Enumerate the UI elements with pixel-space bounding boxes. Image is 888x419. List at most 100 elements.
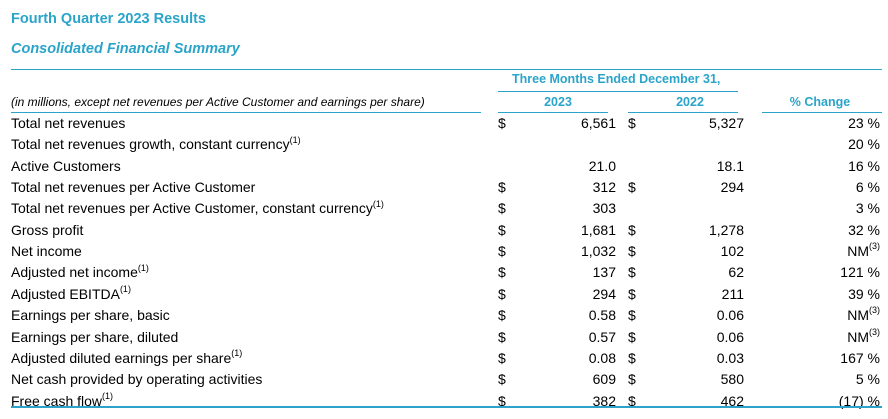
percent-change-text: 6 % <box>855 179 880 196</box>
period-header: Three Months Ended December 31, <box>512 72 721 86</box>
percent-change-text: 16 % <box>848 157 880 174</box>
units-note: (in millions, except net revenues per Ac… <box>11 95 425 109</box>
value-2022: 462 <box>720 392 744 409</box>
value-2023: 6,561 <box>580 115 616 131</box>
column-header-2023: 2023 <box>544 95 572 109</box>
table-row: Earnings per share, diluted $0.57 $0.06 NM(… <box>0 327 888 348</box>
percent-change: 167 % <box>780 348 880 369</box>
footnote-ref: (1) <box>231 348 243 359</box>
footnote-ref: (1) <box>119 284 131 295</box>
row-label-text: Net cash provided by operating activitie… <box>11 371 263 388</box>
table-row: Net income $1,032 $102 NM(3) <box>0 241 888 262</box>
value-2022: 211 <box>721 285 744 302</box>
value-2022: 1,278 <box>708 221 744 238</box>
footnote-ref: (1) <box>102 390 114 401</box>
percent-change-text: 5 % <box>855 371 880 388</box>
value-2022: 0.06 <box>716 307 744 324</box>
table-row: Total net revenues growth, constant curr… <box>0 134 888 155</box>
percent-change: 39 % <box>780 284 880 305</box>
row-label-text: Total net revenues <box>11 115 126 131</box>
table-row: Adjusted net income(1) $137 $62 121 % <box>0 262 888 283</box>
value-2023: 0.08 <box>588 349 616 366</box>
currency-symbol-2022: $ <box>628 264 636 281</box>
percent-change-text: (17) % <box>838 392 880 409</box>
value-2023: 137 <box>592 264 616 281</box>
value-2022: 102 <box>720 243 744 260</box>
row-label-text: Earnings per share, diluted <box>11 328 179 345</box>
row-label-text: Total net revenues growth, constant curr… <box>11 136 290 153</box>
percent-change: 32 % <box>780 220 880 241</box>
percent-change: NM(3) <box>780 305 880 326</box>
value-2022: 0.06 <box>716 328 744 345</box>
value-2023: 382 <box>592 392 616 409</box>
title-divider <box>11 69 882 70</box>
currency-symbol-2022: $ <box>628 221 636 238</box>
table-row: Active Customers 21.0 18.1 16 % <box>0 156 888 177</box>
currency-symbol-2022: $ <box>628 243 636 260</box>
row-label: Total net revenues per Active Customer, … <box>11 198 384 219</box>
label-header-rule <box>11 112 481 113</box>
row-label: Gross profit <box>11 220 83 241</box>
row-label: Adjusted EBITDA(1) <box>11 284 131 305</box>
value-2023: 312 <box>592 179 616 196</box>
value-2022: 0.03 <box>716 349 744 366</box>
percent-change-text: NM <box>847 243 869 260</box>
row-label: Total net revenues <box>11 113 125 134</box>
row-label: Net income <box>11 241 82 262</box>
percent-change: 20 % <box>780 134 880 155</box>
table-bottom-rule <box>11 406 882 408</box>
currency-symbol-2023: $ <box>498 349 506 366</box>
table-row: Gross profit $1,681 $1,278 32 % <box>0 220 888 241</box>
value-2023: 0.57 <box>588 328 616 345</box>
footnote-ref: (1) <box>289 134 301 145</box>
percent-change: 121 % <box>780 262 880 283</box>
percent-change: 6 % <box>780 177 880 198</box>
row-label: Earnings per share, basic <box>11 305 170 326</box>
report-subtitle: Consolidated Financial Summary <box>11 41 240 57</box>
row-label-text: Adjusted net income <box>11 264 138 281</box>
change-footnote-ref: (3) <box>869 326 880 337</box>
currency-symbol-2023: $ <box>498 285 506 302</box>
footnote-ref: (1) <box>372 198 384 209</box>
percent-change: NM(3) <box>780 241 880 262</box>
currency-symbol-2023: $ <box>498 243 506 260</box>
value-2023: 0.58 <box>588 307 616 324</box>
percent-change-text: 3 % <box>855 200 880 217</box>
percent-change-text: 39 % <box>848 285 880 302</box>
currency-symbol-2022: $ <box>628 179 636 196</box>
value-2023: 1,032 <box>580 243 616 260</box>
currency-symbol-2022: $ <box>628 115 636 131</box>
value-2022: 18.1 <box>716 157 744 174</box>
column-header-2022: 2022 <box>676 95 704 109</box>
col2022-header-rule <box>628 112 738 113</box>
row-label-text: Total net revenues per Active Customer <box>11 179 256 196</box>
currency-symbol-2022: $ <box>628 307 636 324</box>
change-header-rule <box>762 112 882 113</box>
period-divider <box>498 91 738 92</box>
row-label-text: Gross profit <box>11 221 84 238</box>
currency-symbol-2023: $ <box>498 115 506 131</box>
row-label-text: Free cash flow <box>11 392 103 409</box>
row-label: Net cash provided by operating activitie… <box>11 369 262 390</box>
percent-change: (17) % <box>780 391 880 412</box>
percent-change: NM(3) <box>780 327 880 348</box>
table-row: Earnings per share, basic $0.58 $0.06 NM(3) <box>0 305 888 326</box>
currency-symbol-2023: $ <box>498 264 506 281</box>
value-2022: 294 <box>720 179 744 196</box>
percent-change-text: NM <box>847 307 869 324</box>
currency-symbol-2023: $ <box>498 328 506 345</box>
currency-symbol-2022: $ <box>628 392 636 409</box>
currency-symbol-2023: $ <box>498 200 506 217</box>
row-label: Active Customers <box>11 156 121 177</box>
currency-symbol-2022: $ <box>628 328 636 345</box>
value-2023: 294 <box>592 285 616 302</box>
row-label-text: Adjusted EBITDA <box>11 285 120 302</box>
percent-change-text: 121 % <box>840 264 880 281</box>
table-row: Total net revenues per Active Customer $3… <box>0 177 888 198</box>
value-2022: 62 <box>728 264 744 281</box>
row-label: Free cash flow(1) <box>11 391 113 412</box>
percent-change-text: 20 % <box>848 136 880 153</box>
footnote-ref: (1) <box>137 262 149 273</box>
change-footnote-ref: (3) <box>869 305 880 316</box>
percent-change-text: 32 % <box>848 221 880 238</box>
